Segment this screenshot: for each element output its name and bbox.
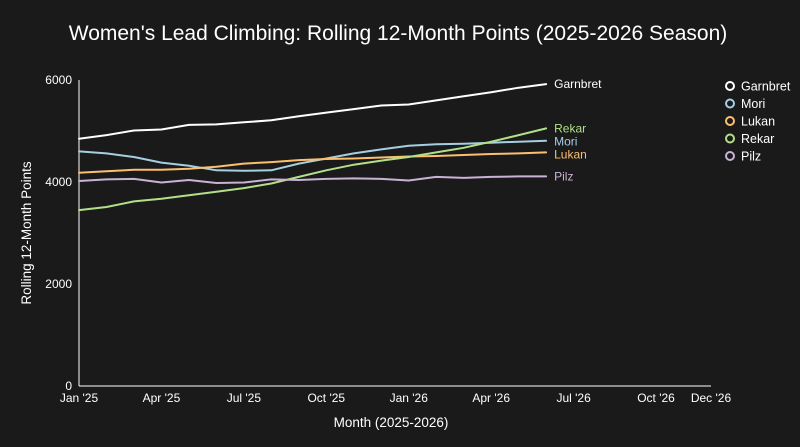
legend: Garnbret Mori Lukan Rekar Pilz [725,80,791,164]
legend-label-pilz: Pilz [741,150,761,164]
x-tick-label: Jul '26 [556,391,591,405]
legend-marker-lukan [725,116,735,126]
x-tick-label: Apr '26 [472,391,510,405]
series-lines [78,83,548,212]
end-label-garnbret: Garnbret [554,77,602,91]
end-label-pilz: Pilz [554,169,573,183]
legend-label-lukan: Lukan [741,115,775,129]
y-tick-label: 6000 [45,73,72,87]
series-line-garnbret [78,83,548,140]
x-tick-label: Jan '25 [60,391,99,405]
legend-label-garnbret: Garnbret [741,80,791,94]
end-label-rekar: Rekar [554,121,586,135]
legend-marker-rekar [725,133,735,144]
axes: 0 2000 4000 6000 Jan '25 Apr '25 Jul '25 Oct '2… [45,73,731,405]
series-line-lukan [78,151,548,174]
x-tick-label: Jan '26 [390,391,429,405]
x-tick-label: Oct '25 [307,391,345,405]
y-tick-label: 4000 [45,175,72,189]
series-line-rekar [78,127,548,212]
series-line-pilz [78,175,548,184]
legend-marker-pilz [725,151,735,161]
x-axis-label: Month (2025-2026) [334,415,449,430]
legend-label-rekar: Rekar [741,132,774,146]
chart-title: Women's Lead Climbing: Rolling 12-Month … [69,22,728,45]
x-tick-label: Oct '26 [637,391,675,405]
y-tick-label: 2000 [45,277,72,291]
x-tick-label: Dec '26 [691,391,732,405]
y-axis-label: Rolling 12-Month Points [19,161,34,305]
legend-marker-garnbret [725,81,735,91]
end-label-lukan: Lukan [554,147,587,161]
y-tick-label: 0 [65,379,72,393]
legend-label-mori: Mori [741,97,765,111]
series-line-mori [78,139,548,172]
legend-marker-mori [725,98,735,109]
x-tick-label: Jul '25 [227,391,262,405]
x-tick-label: Apr '25 [143,391,181,405]
end-label-mori: Mori [554,134,577,148]
